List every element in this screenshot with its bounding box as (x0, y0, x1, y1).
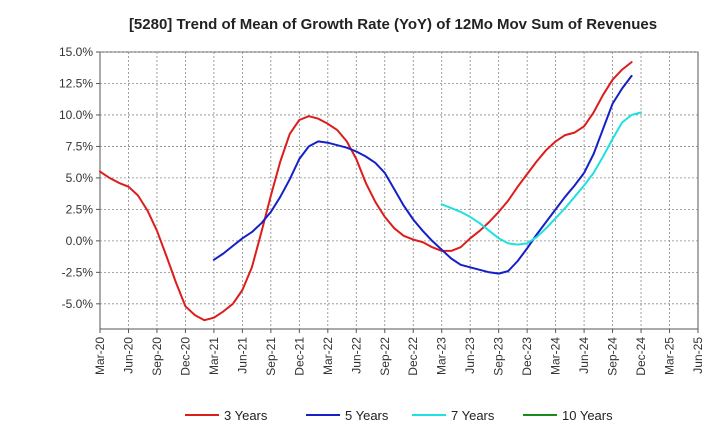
series-lines (99, 61, 642, 322)
y-tick-label: -5.0% (62, 297, 94, 311)
x-tick-label: Mar-24 (549, 337, 563, 375)
x-tick-label: Mar-21 (207, 337, 221, 375)
x-tick-label: Dec-21 (292, 337, 306, 376)
y-tick-label: 2.5% (66, 202, 94, 216)
series-line-3-years (99, 61, 633, 322)
y-axis: 15.0% 12.5% 10.0% 7.5% 5.0% 2.5% 0.0% -2.5% -5.0… (59, 45, 100, 311)
legend-label-5-years: 5 Years (345, 408, 389, 423)
x-tick-label: Mar-20 (93, 337, 107, 375)
legend-label-7-years: 7 Years (451, 408, 495, 423)
y-tick-label: 10.0% (59, 108, 93, 122)
legend-label-3-years: 3 Years (224, 408, 268, 423)
x-tick-label: Dec-22 (406, 337, 420, 376)
x-tick-label: Mar-25 (663, 337, 677, 375)
x-tick-label: Sep-20 (150, 337, 164, 376)
chart-title: [5280] Trend of Mean of Growth Rate (YoY… (129, 16, 657, 33)
y-tick-label: 12.5% (59, 76, 93, 90)
x-tick-label: Sep-23 (492, 337, 506, 376)
x-tick-label: Jun-23 (463, 337, 477, 374)
y-tick-label: 5.0% (66, 171, 94, 185)
y-tick-label: 15.0% (59, 45, 93, 59)
series-line-7-years (440, 111, 642, 246)
x-tick-label: Mar-23 (435, 337, 449, 375)
x-tick-label: Mar-22 (321, 337, 335, 375)
x-tick-label: Sep-22 (378, 337, 392, 376)
y-tick-label: -2.5% (62, 265, 94, 279)
plot-area (99, 51, 699, 330)
y-tick-label: 0.0% (66, 234, 94, 248)
x-tick-label: Dec-24 (634, 337, 648, 376)
y-tick-label: 7.5% (66, 139, 94, 153)
x-tick-label: Jun-25 (691, 337, 705, 374)
x-tick-label: Sep-24 (606, 337, 620, 376)
legend-label-10-years: 10 Years (562, 408, 613, 423)
series-line-5-years (212, 74, 633, 275)
x-tick-label: Dec-20 (178, 337, 192, 376)
x-axis: Mar-20 Jun-20 Sep-20 Dec-20 Mar-21 Jun-21 Sep-… (93, 329, 705, 376)
x-tick-label: Jun-20 (121, 337, 135, 374)
x-tick-label: Dec-23 (520, 337, 534, 376)
x-tick-label: Jun-22 (349, 337, 363, 374)
x-tick-label: Sep-21 (264, 337, 278, 376)
legend: 3 Years 5 Years 7 Years 10 Years (185, 408, 613, 423)
x-tick-label: Jun-21 (235, 337, 249, 374)
x-tick-label: Jun-24 (577, 337, 591, 374)
